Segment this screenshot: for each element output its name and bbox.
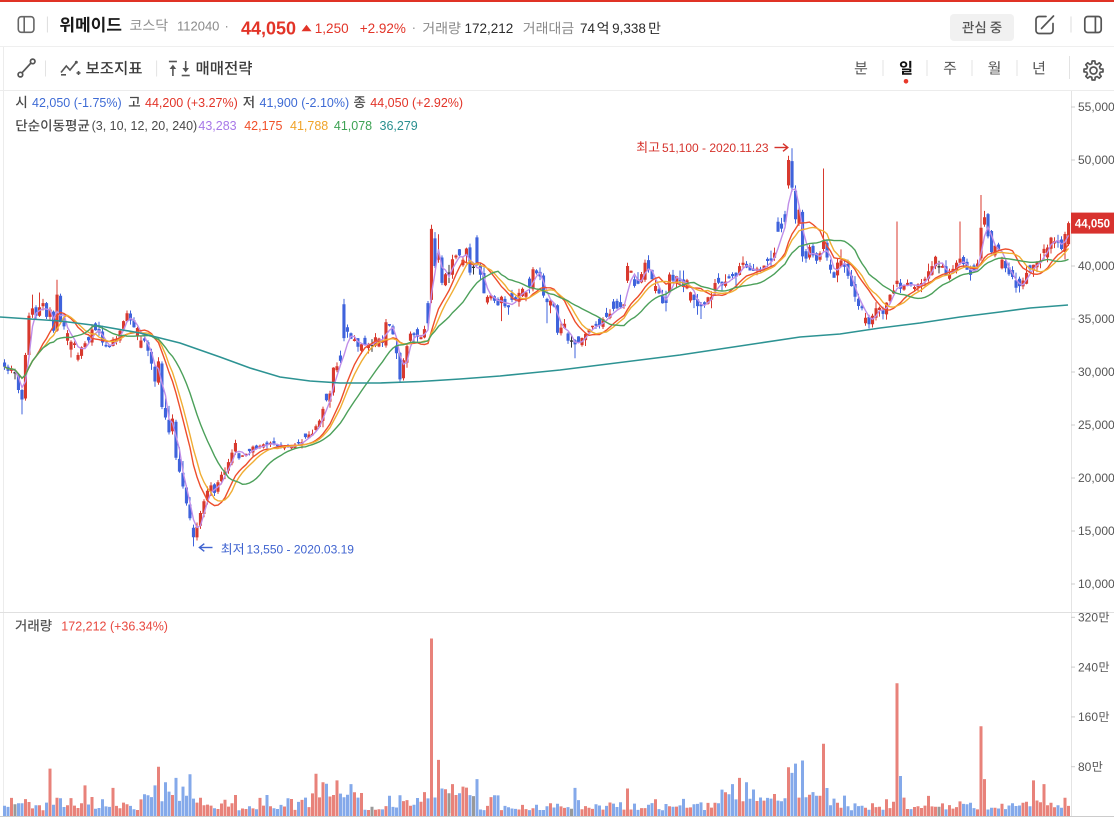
svg-text:·: · — [412, 19, 417, 35]
svg-text:80: 80 — [1078, 760, 1092, 774]
svg-text:240: 240 — [1078, 660, 1098, 674]
svg-text:50,000: 50,000 — [1078, 153, 1114, 167]
svg-text:25,000: 25,000 — [1078, 418, 1114, 432]
svg-text:+2.92%: +2.92% — [360, 21, 406, 36]
svg-text:44,050: 44,050 — [241, 18, 296, 38]
svg-text:30,000: 30,000 — [1078, 365, 1114, 379]
svg-text:55,000: 55,000 — [1078, 100, 1114, 114]
svg-text:172,212 (+36.34%): 172,212 (+36.34%) — [61, 619, 168, 633]
svg-text:9,338: 9,338 — [612, 21, 646, 36]
svg-text:44,050: 44,050 — [1075, 219, 1110, 231]
svg-text:172,212: 172,212 — [465, 21, 514, 36]
svg-text:44,200 (+3.27%): 44,200 (+3.27%) — [145, 96, 238, 110]
svg-text:35,000: 35,000 — [1078, 312, 1114, 326]
svg-text:20,000: 20,000 — [1078, 471, 1114, 485]
svg-text:41,078: 41,078 — [334, 119, 372, 133]
svg-text:320: 320 — [1078, 611, 1098, 625]
svg-text:36,279: 36,279 — [380, 119, 418, 133]
svg-text:41,900 (-2.10%): 41,900 (-2.10%) — [260, 96, 350, 110]
svg-text:(3, 10, 12, 20, 240): (3, 10, 12, 20, 240) — [92, 119, 198, 133]
svg-text:51,100 - 2020.11.23: 51,100 - 2020.11.23 — [662, 141, 769, 155]
svg-text:15,000: 15,000 — [1078, 524, 1114, 538]
svg-text:·: · — [225, 18, 229, 33]
svg-text:13,550 - 2020.03.19: 13,550 - 2020.03.19 — [247, 543, 355, 557]
svg-text:74: 74 — [580, 21, 596, 36]
svg-text:43,283: 43,283 — [198, 119, 236, 133]
svg-text:1,250: 1,250 — [315, 21, 349, 36]
svg-text:10,000: 10,000 — [1078, 577, 1114, 591]
svg-text:42,050 (-1.75%): 42,050 (-1.75%) — [32, 96, 122, 110]
svg-text:41,788: 41,788 — [290, 119, 328, 133]
svg-text:44,050 (+2.92%): 44,050 (+2.92%) — [370, 96, 463, 110]
svg-text:42,175: 42,175 — [244, 119, 282, 133]
svg-text:160: 160 — [1078, 710, 1098, 724]
svg-text:40,000: 40,000 — [1078, 259, 1114, 273]
svg-text:112040: 112040 — [177, 18, 219, 33]
